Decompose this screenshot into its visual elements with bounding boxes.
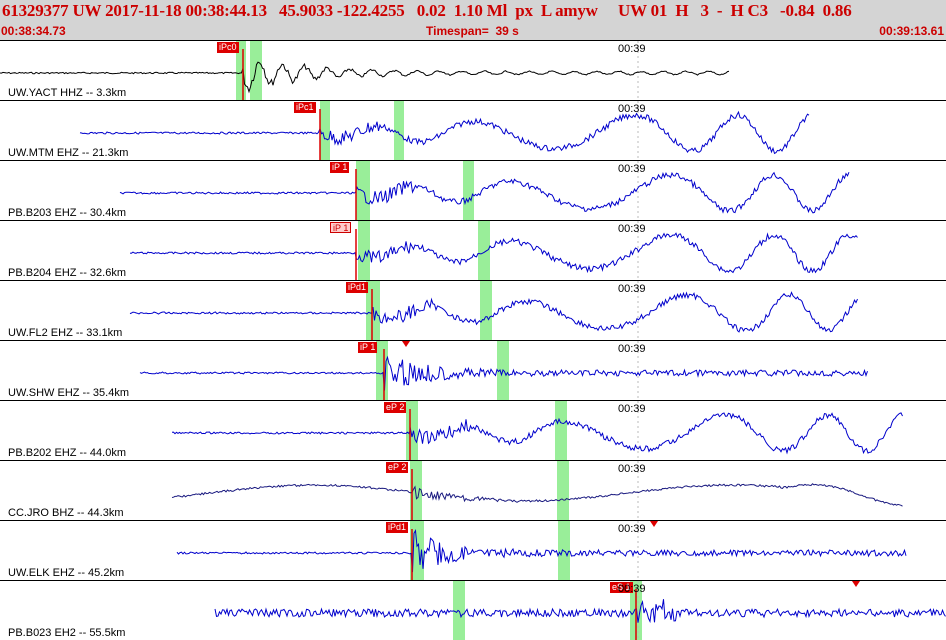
end-time: 00:39:13.61 bbox=[879, 24, 944, 38]
trace-panel[interactable]: iP 1 00:39 UW.SHW EHZ -- 35.4km bbox=[0, 340, 946, 400]
time-window-marker bbox=[320, 101, 330, 160]
start-time: 00:38:34.73 bbox=[1, 24, 66, 38]
waveform-canvas[interactable] bbox=[0, 221, 946, 280]
trace-panel[interactable]: iPc1 00:39 UW.MTM EHZ -- 21.3km bbox=[0, 100, 946, 160]
trace-panel[interactable]: eP 2 00:39 PB.B202 EHZ -- 44.0km bbox=[0, 400, 946, 460]
waveform-canvas[interactable] bbox=[0, 101, 946, 160]
minute-label: 00:39 bbox=[618, 163, 646, 175]
waveform-trace bbox=[79, 110, 810, 155]
minute-label: 00:39 bbox=[618, 523, 646, 535]
time-window-marker bbox=[557, 461, 569, 520]
amplitude-marker-icon[interactable] bbox=[650, 521, 658, 527]
time-window-marker bbox=[356, 161, 370, 220]
time-window-marker bbox=[358, 221, 370, 280]
trace-panel[interactable]: iPd1 00:39 UW.FL2 EHZ -- 33.1km bbox=[0, 280, 946, 340]
waveform-canvas[interactable] bbox=[0, 521, 946, 580]
time-window-marker bbox=[236, 41, 246, 100]
waveform-trace bbox=[214, 599, 946, 624]
phase-pick-tag[interactable]: iPc1 bbox=[294, 102, 316, 113]
time-window-marker bbox=[463, 161, 474, 220]
time-window-marker bbox=[410, 461, 422, 520]
station-label: UW.FL2 EHZ -- 33.1km bbox=[8, 327, 123, 339]
phase-pick-tag[interactable]: iPd1 bbox=[346, 282, 369, 293]
event-summary: 61329377 UW 2017-11-18 00:38:44.13 45.90… bbox=[2, 1, 852, 20]
time-window-marker bbox=[394, 101, 404, 160]
trace-panel[interactable]: iPd1 00:39 UW.ELK EHZ -- 45.2km bbox=[0, 520, 946, 580]
minute-label: 00:39 bbox=[618, 223, 646, 235]
trace-panel[interactable]: eS 1 00:39 PB.B023 EH2 -- 55.5km bbox=[0, 580, 946, 640]
trace-panel[interactable]: iPc0 00:39 UW.YACT HHZ -- 3.3km bbox=[0, 40, 946, 100]
minute-label: 00:39 bbox=[618, 283, 646, 295]
time-window-marker bbox=[478, 221, 490, 280]
station-label: UW.SHW EHZ -- 35.4km bbox=[8, 387, 130, 399]
seismogram-panels: iPc0 00:39 UW.YACT HHZ -- 3.3km iPc1 00:39 UW… bbox=[0, 40, 946, 640]
waveform-canvas[interactable] bbox=[0, 401, 946, 460]
header-bar: 61329377 UW 2017-11-18 00:38:44.13 45.90… bbox=[0, 0, 946, 40]
waveform-canvas[interactable] bbox=[0, 341, 946, 400]
phase-pick-tag[interactable]: eP 2 bbox=[386, 462, 409, 473]
waveform-canvas[interactable] bbox=[0, 461, 946, 520]
phase-pick-tag[interactable]: iPd1 bbox=[386, 522, 409, 533]
minute-label: 00:39 bbox=[618, 583, 646, 595]
phase-pick-tag[interactable]: iPc0 bbox=[217, 42, 239, 53]
minute-label: 00:39 bbox=[618, 403, 646, 415]
station-label: PB.B204 EHZ -- 32.6km bbox=[8, 267, 126, 279]
time-window-marker bbox=[406, 401, 418, 460]
minute-label: 00:39 bbox=[618, 43, 646, 55]
trace-panel[interactable]: iP 1 00:39 PB.B204 EHZ -- 32.6km bbox=[0, 220, 946, 280]
minute-label: 00:39 bbox=[618, 463, 646, 475]
station-label: CC.JRO BHZ -- 44.3km bbox=[8, 507, 124, 519]
waveform-canvas[interactable] bbox=[0, 161, 946, 220]
waveform-trace bbox=[0, 61, 730, 94]
waveform-trace bbox=[176, 528, 907, 573]
time-window-marker bbox=[376, 341, 388, 400]
minute-label: 00:39 bbox=[618, 103, 646, 115]
time-window-marker bbox=[555, 401, 567, 460]
waveform-canvas[interactable] bbox=[0, 41, 946, 100]
waveform-trace bbox=[129, 291, 858, 333]
phase-pick-tag[interactable]: eS 1 bbox=[610, 582, 633, 593]
amplitude-marker-icon[interactable] bbox=[852, 581, 860, 587]
phase-pick-tag[interactable]: iP 1 bbox=[358, 342, 378, 353]
phase-pick-tag[interactable]: iP 1 bbox=[330, 222, 352, 233]
amplitude-marker-icon[interactable] bbox=[402, 341, 410, 347]
waveform-canvas[interactable] bbox=[0, 281, 946, 340]
waveform-trace bbox=[171, 483, 903, 507]
phase-pick-tag[interactable]: iP 1 bbox=[330, 162, 350, 173]
trace-panel[interactable]: iP 1 00:39 PB.B203 EHZ -- 30.4km bbox=[0, 160, 946, 220]
trace-panel[interactable]: eP 2 00:39 CC.JRO BHZ -- 44.3km bbox=[0, 460, 946, 520]
station-label: PB.B023 EH2 -- 55.5km bbox=[8, 627, 126, 639]
station-label: UW.YACT HHZ -- 3.3km bbox=[8, 87, 127, 99]
minute-label: 00:39 bbox=[618, 343, 646, 355]
station-label: UW.MTM EHZ -- 21.3km bbox=[8, 147, 129, 159]
phase-pick-tag[interactable]: eP 2 bbox=[384, 402, 407, 413]
waveform-trace bbox=[119, 171, 850, 214]
timespan-label: Timespan= 39 s bbox=[426, 24, 519, 38]
station-label: PB.B203 EHZ -- 30.4km bbox=[8, 207, 126, 219]
station-label: UW.ELK EHZ -- 45.2km bbox=[8, 567, 125, 579]
time-window-marker bbox=[480, 281, 492, 340]
station-label: PB.B202 EHZ -- 44.0km bbox=[8, 447, 126, 459]
waveform-trace bbox=[129, 232, 858, 274]
waveform-trace bbox=[139, 355, 868, 391]
waveform-trace bbox=[171, 412, 903, 455]
waveform-canvas[interactable] bbox=[0, 581, 946, 640]
